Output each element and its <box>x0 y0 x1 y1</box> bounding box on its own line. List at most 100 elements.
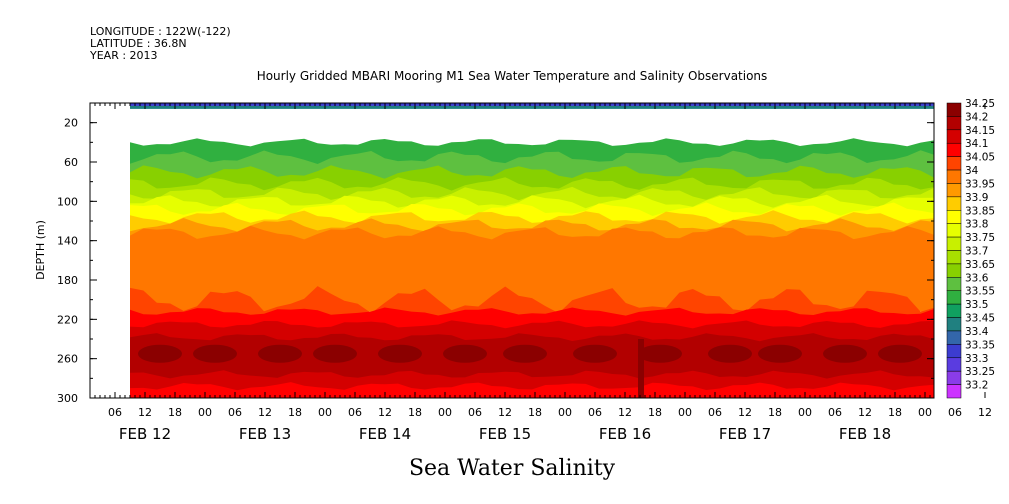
y-tick-label: 260 <box>57 353 78 366</box>
plot-area <box>90 103 934 398</box>
y-tick-label: 300 <box>57 392 78 405</box>
x-hour-label: 06 <box>948 406 962 419</box>
x-hour-label: 18 <box>288 406 302 419</box>
salinity-max-blob <box>258 344 302 363</box>
colorbar-label: 33.55 <box>965 286 995 298</box>
colorbar-label: 33.7 <box>965 246 988 258</box>
longitude-label: LONGITUDE : 122W(-122) <box>90 25 231 38</box>
x-date-label: FEB 13 <box>239 425 291 443</box>
x-hour-label: 06 <box>708 406 722 419</box>
y-axis: 20 60 100 140 180 220 260 300 <box>57 102 934 405</box>
x-hour-label: 00 <box>318 406 332 419</box>
x-date-label: FEB 15 <box>479 425 531 443</box>
colorbar-label: 33.45 <box>965 313 995 325</box>
band-132 <box>130 225 934 312</box>
colorbar-label: 33.25 <box>965 366 995 378</box>
x-hour-label: 00 <box>678 406 692 419</box>
x-hour-label: 12 <box>978 406 992 419</box>
band-288 <box>130 382 934 398</box>
latitude-label: LATITUDE : 36.8N <box>90 37 187 50</box>
colorbar-label: 33.5 <box>965 299 988 311</box>
colorbar-label: 33.2 <box>965 380 988 392</box>
colorbar-swatch <box>946 303 962 318</box>
x-hour-label: 12 <box>138 406 152 419</box>
colorbar-label: 33.9 <box>965 192 988 204</box>
band-surface <box>130 105 934 109</box>
colorbar-swatch <box>946 370 962 385</box>
colorbar-label: 33.8 <box>965 219 988 231</box>
colorbar-swatch <box>946 236 962 251</box>
x-hour-label: 06 <box>588 406 602 419</box>
salinity-max-blob <box>503 344 547 363</box>
x-date-label: FEB 16 <box>599 425 651 443</box>
colorbar-label: 33.35 <box>965 339 995 351</box>
y-tick-label: 220 <box>57 313 78 326</box>
colorbar-swatch <box>946 317 962 332</box>
y-tick-label: 20 <box>64 117 78 130</box>
salinity-maxima <box>138 339 922 398</box>
x-hour-label: 18 <box>888 406 902 419</box>
y-tick-label: 180 <box>57 274 78 287</box>
x-hour-label: 12 <box>258 406 272 419</box>
x-hour-label: 00 <box>798 406 812 419</box>
colorbar-label: 33.6 <box>965 272 989 284</box>
year-label: YEAR : 2013 <box>89 49 158 62</box>
salinity-max-blob <box>573 344 617 363</box>
chart-title: Hourly Gridded MBARI Mooring M1 Sea Wate… <box>257 69 768 83</box>
x-hour-label: 12 <box>378 406 392 419</box>
colorbar-swatch <box>946 129 962 144</box>
colorbar-label: 34.2 <box>965 111 988 123</box>
colorbar-swatch <box>946 156 962 171</box>
x-hour-label: 06 <box>468 406 482 419</box>
x-axis: 06 12 18 00 06 12 18 00 06 12 18 00 06 12 18 00 06 12 18 00… <box>89 103 1009 443</box>
salinity-spike <box>638 339 644 398</box>
bottom-title: Sea Water Salinity <box>409 456 616 481</box>
salinity-max-blob <box>878 344 922 363</box>
x-hour-label: 00 <box>198 406 212 419</box>
colorbar-label: 34.1 <box>965 138 988 150</box>
x-hour-label: 18 <box>528 406 542 419</box>
colorbar-swatch <box>946 250 962 265</box>
x-hour-label: 18 <box>648 406 662 419</box>
y-tick-label: 140 <box>57 235 78 248</box>
x-hour-label: 12 <box>738 406 752 419</box>
salinity-max-blob <box>638 344 682 363</box>
salinity-max-blob <box>138 344 182 363</box>
band-surface-top <box>130 103 934 106</box>
x-hour-label: 06 <box>108 406 122 419</box>
x-hour-label: 00 <box>438 406 452 419</box>
y-tick-label: 60 <box>64 156 78 169</box>
colorbar-label: 34 <box>965 165 979 177</box>
colorbar-swatch <box>946 169 962 184</box>
x-hour-label: 06 <box>828 406 842 419</box>
x-hour-label: 12 <box>498 406 512 419</box>
colorbar-swatch <box>946 196 962 211</box>
y-axis-title: DEPTH (m) <box>34 220 47 280</box>
colorbar-swatch <box>946 290 962 305</box>
x-hour-label: 18 <box>168 406 182 419</box>
salinity-max-blob <box>758 344 802 363</box>
x-date-label: FEB 14 <box>359 425 411 443</box>
colorbar-label: 34.15 <box>965 125 995 137</box>
salinity-bands <box>130 103 934 398</box>
band-200 <box>130 286 934 324</box>
colorbar-label: 33.3 <box>965 353 988 365</box>
x-date-label: FEB 12 <box>119 425 171 443</box>
colorbar-swatch <box>946 210 962 224</box>
colorbar-label: 33.65 <box>965 259 995 271</box>
colorbar-label: 33.85 <box>965 205 995 217</box>
salinity-max-blob <box>823 344 867 363</box>
colorbar-swatch <box>946 102 962 117</box>
colorbar-swatch <box>946 384 962 399</box>
x-hour-label: 06 <box>228 406 242 419</box>
colorbar-swatch <box>946 183 962 198</box>
x-hour-label: 00 <box>918 406 932 419</box>
colorbar-swatch <box>946 263 962 278</box>
colorbar-swatch <box>946 277 962 291</box>
colorbar-swatch <box>946 344 962 359</box>
x-hour-label: 18 <box>768 406 782 419</box>
x-hour-label: 12 <box>618 406 632 419</box>
x-hour-label: 00 <box>558 406 572 419</box>
colorbar-label: 33.75 <box>965 232 995 244</box>
